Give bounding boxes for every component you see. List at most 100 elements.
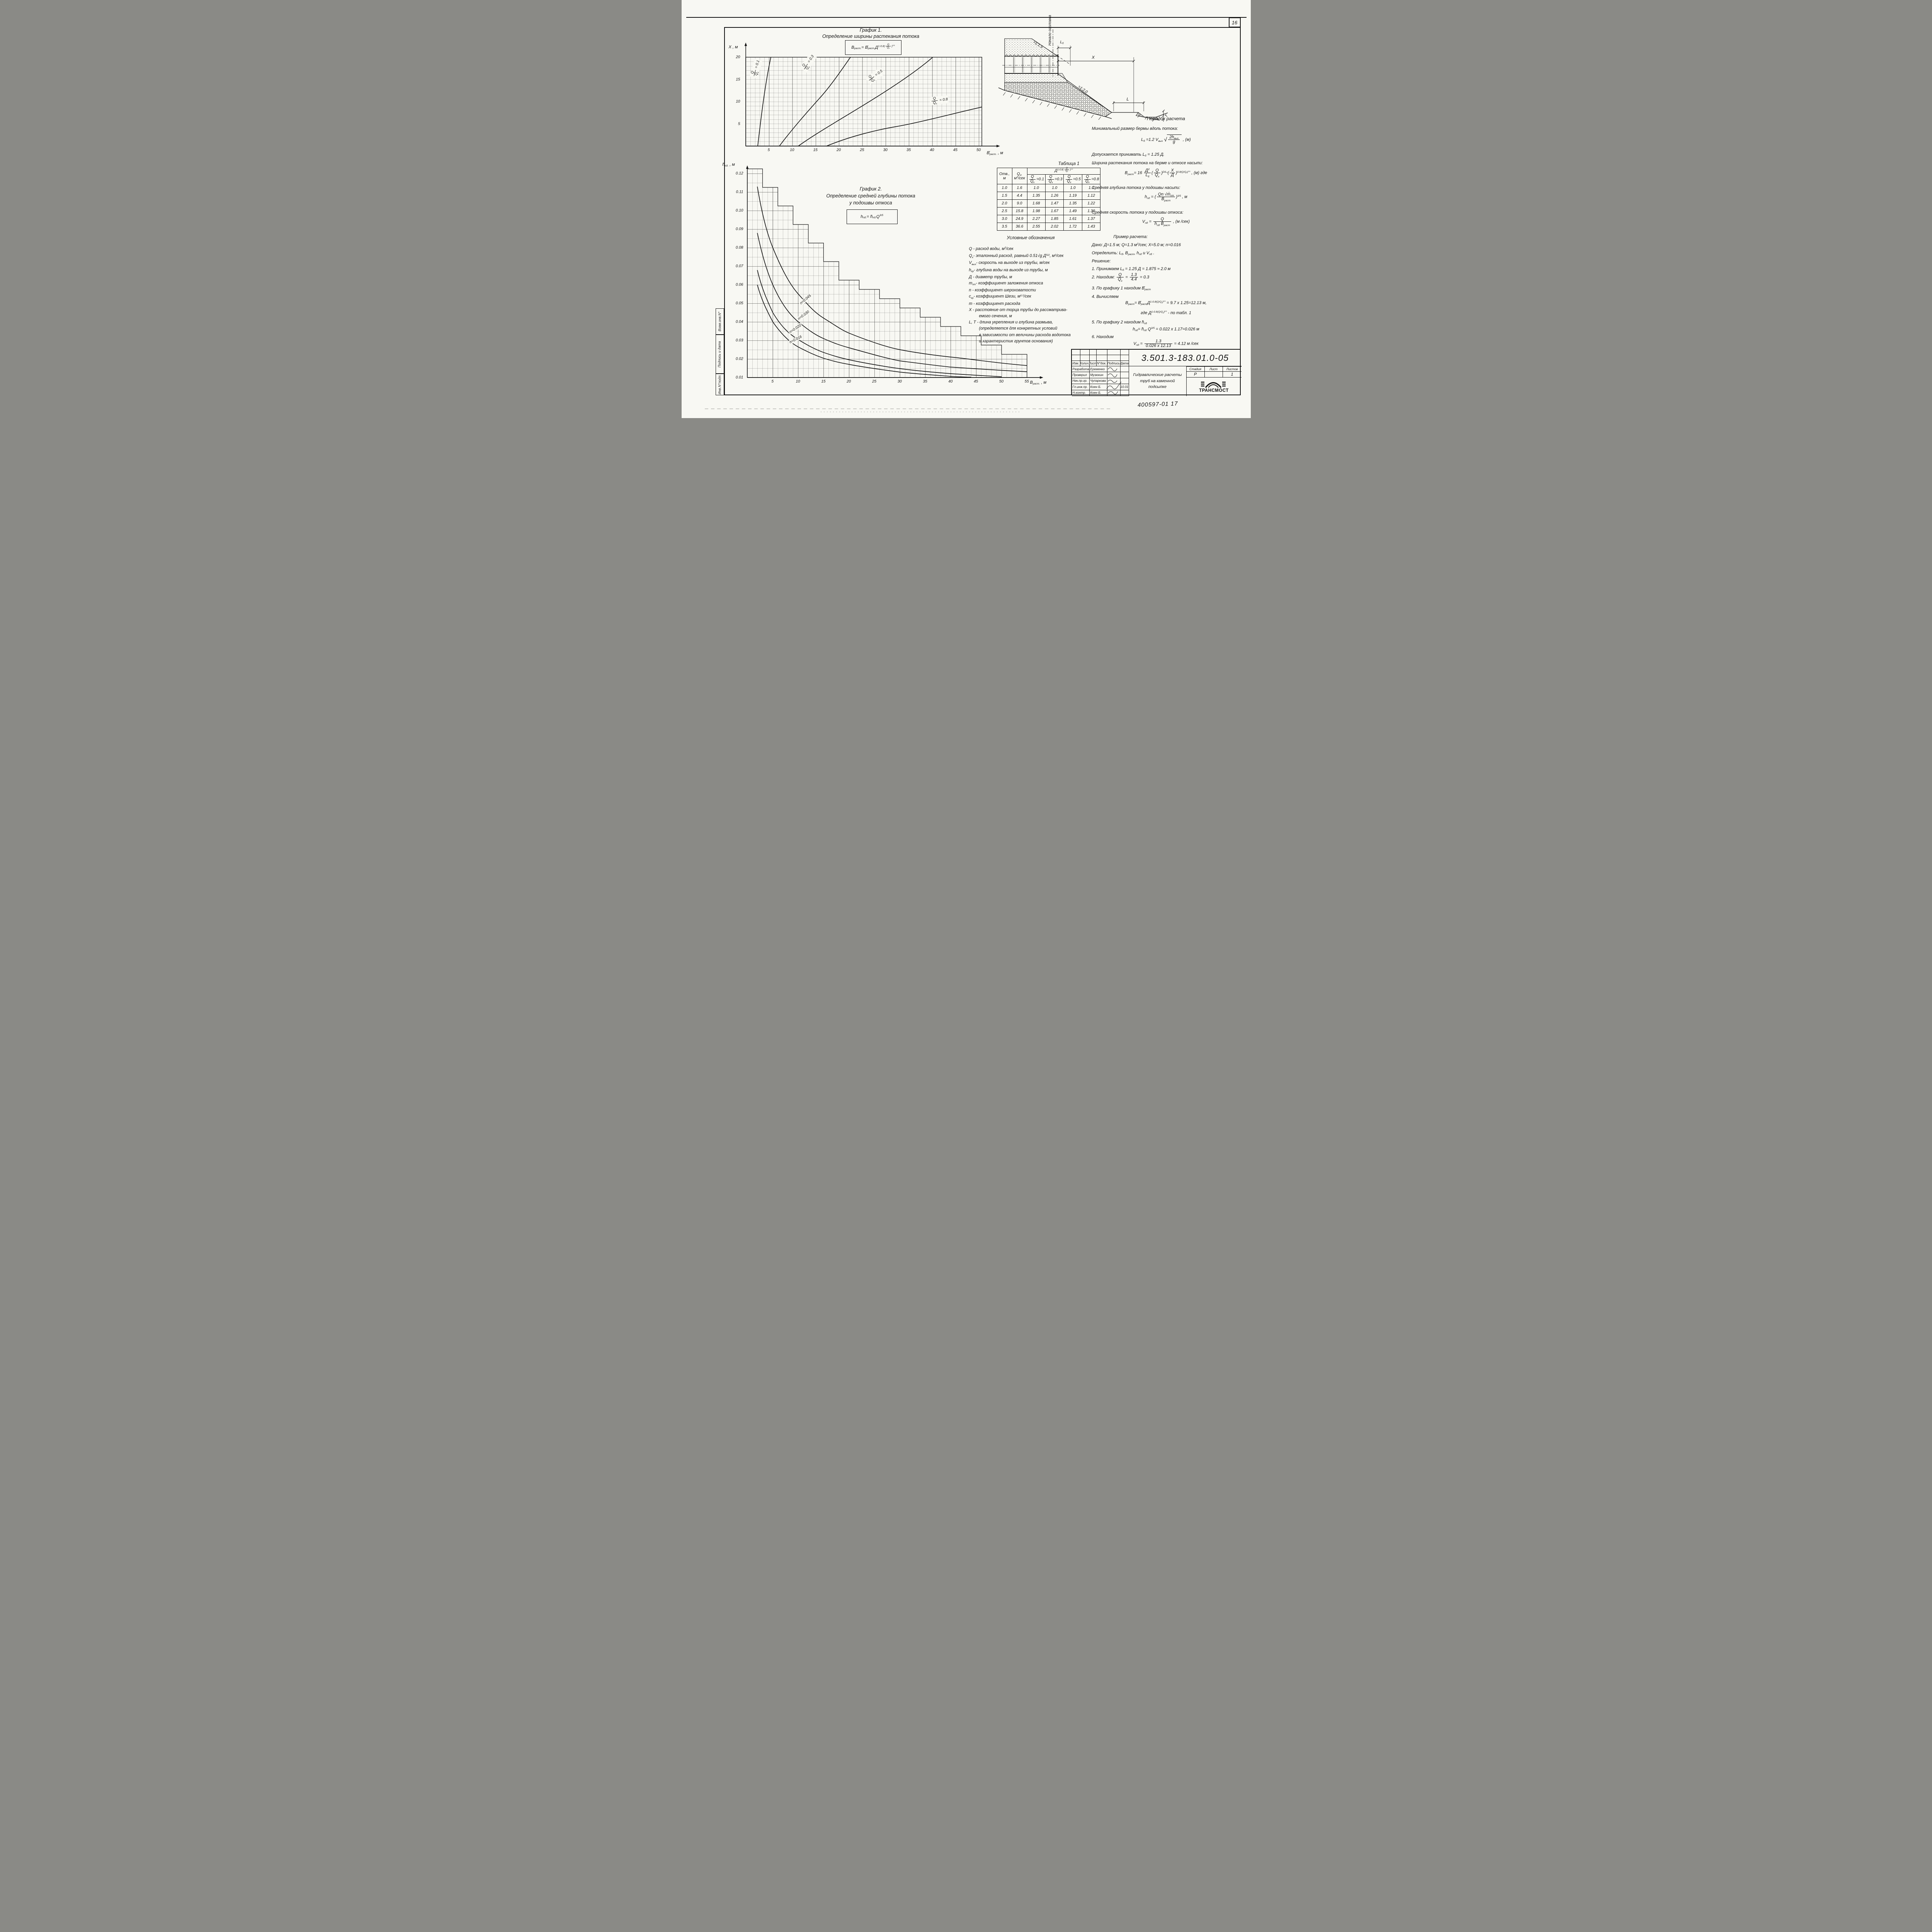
revision-empty-cell — [1096, 350, 1107, 355]
table1-cell: 1.49 — [1063, 207, 1082, 215]
revision-header-cell: Изм. — [1071, 361, 1080, 366]
drawing-sheet: 16 График 1. Определение ширины растекан… — [681, 0, 1251, 418]
graph2-x-axis-label: Враст. , м — [1030, 380, 1047, 386]
stage-value: Р — [1186, 372, 1205, 378]
graph2-curves — [757, 186, 1027, 378]
table1-cell: 2.02 — [1045, 223, 1064, 231]
revision-empty-cell — [1107, 355, 1121, 361]
legend-item: Vвых- скорость на выходе из трубы, м/сек — [969, 260, 1050, 266]
table1-cell: 2.5 — [997, 207, 1012, 215]
graph1-x-axis-label: В̄раст. , м — [986, 151, 1003, 156]
document-number: 3.501.3-183.01.0-05 — [1129, 350, 1242, 366]
graph2-y-tick: 0.03 — [736, 338, 743, 343]
graph2-x-tick: 25 — [872, 379, 877, 384]
procedure-block: Пример расчета: — [1113, 235, 1148, 239]
legend-item: m - коэффициент расхода — [969, 301, 1020, 306]
table1: Отв., м Qк, м3/сек Д1-0.8(Q Qк)0.5 Q Qк =0.1 … — [997, 167, 1101, 231]
graph2-title-line3: у подошвы откоса — [849, 200, 892, 206]
graph1-x-tick: 5 — [767, 148, 770, 152]
section-dim-lb: Lб — [1060, 40, 1064, 45]
legend-item: емого сечения, м — [979, 314, 1012, 319]
sign-signature-cell — [1107, 384, 1121, 390]
sign-name-cell: Коен Б. — [1089, 390, 1107, 396]
sign-date-cell — [1120, 366, 1129, 372]
table1-cell: 1.47 — [1045, 199, 1064, 207]
procedure-block: Ширина растекания потока на берме и отко… — [1092, 161, 1203, 165]
graph2-y-tick: 0.08 — [736, 245, 743, 250]
graph1-x-tick: 35 — [906, 148, 911, 152]
table1-cell: 1.5 — [997, 192, 1012, 200]
procedure-block: Vпд = 1.3 0.026 x 12.13 = 4.12 м /сек — [1133, 339, 1199, 349]
procedure-block: Средняя скорость потока у подошвы откоса… — [1092, 210, 1184, 215]
table1-caption: Таблица 1 — [1058, 162, 1080, 166]
graph1-y-tick: 20 — [736, 55, 740, 60]
graph1-curves — [757, 57, 982, 146]
table1-cell: 1.26 — [1045, 192, 1064, 200]
table1-row: 1.0 1.6 1.0 1.0 1.0 1.0 — [997, 184, 1101, 192]
revision-header-cell: Подпись — [1107, 361, 1121, 366]
procedure-block: Допускается принимать Lб = 1.25 Д. — [1092, 152, 1165, 158]
table1-subhead: Q Qк =0.3 — [1045, 174, 1064, 184]
sheet-value — [1204, 372, 1223, 378]
table1-row: 3.0 24.9 2.27 1.85 1.61 1.37 — [997, 215, 1101, 223]
sign-date-cell — [1120, 372, 1129, 378]
graph2-y-tick: 0.05 — [736, 301, 743, 306]
sign-signature-cell — [1107, 366, 1121, 372]
graph2-y-tick: 0.11 — [736, 190, 743, 194]
legend-item: в зависимости от величины расхода водото… — [979, 332, 1071, 337]
procedure-block: где Д1-0.8(Q/Qк)0.5 - по табл. 1 — [1141, 310, 1191, 315]
legend-item: hкр- глубина воды на выходе из трубы, м — [969, 267, 1048, 273]
graph2-y-tick: 0.02 — [736, 357, 743, 361]
table1-cell: 3.5 — [997, 223, 1012, 231]
stage-header: Стадия — [1186, 366, 1205, 372]
sign-role-cell: Разработал — [1071, 366, 1090, 372]
revision-empty-cell — [1089, 350, 1097, 355]
procedure-block: 1. Принимаем Lб = 1.25 Д = 1.875 ≈ 2.0 м — [1092, 267, 1171, 272]
sign-date-cell — [1120, 378, 1129, 384]
procedure-block: 6. Находим — [1092, 335, 1114, 339]
legend-item: L, T - длина укрепления и глубина размыв… — [969, 320, 1053, 325]
drawing-title-line: Гидравлические расчеты — [1133, 372, 1182, 377]
table1-cell: 1.35 — [1063, 199, 1082, 207]
legend-item: и характеристик грунтов основания) — [979, 338, 1053, 344]
signatures — [1106, 367, 1121, 395]
table1-subhead: Q Qк =0.8 — [1082, 174, 1101, 184]
sheet-number-box: 16 — [1228, 17, 1241, 27]
revision-empty-cell — [1089, 355, 1097, 361]
graph2-x-tick: 55 — [1024, 379, 1029, 384]
revision-empty-cell — [1096, 355, 1107, 361]
legend-item: скр- коэффициент Шези, м0.5/сек — [969, 294, 1031, 299]
graph1-title-line1: График 1. — [859, 27, 882, 33]
revision-header-cell: Лист — [1089, 361, 1097, 366]
sign-name-cell: Коен Б. — [1089, 384, 1107, 390]
procedure-block: Определить: Lб, Враст, hпд и Vпд . — [1092, 251, 1155, 256]
procedure-block: 2. Находим: Q Qк = 1.3 4.4 = 0.3 — [1092, 272, 1150, 282]
legend-item: Q - расход воды, м3/сек — [969, 247, 1014, 251]
sidebar-label: Инв.N°подл. — [718, 374, 722, 395]
procedure-block: hпд= h̄пд Q3/5 = 0.022 x 1.17=0.026 м — [1133, 327, 1199, 332]
section-start-label: Начало оголовка — [1048, 15, 1052, 46]
table1-cell: 2.0 — [997, 199, 1012, 207]
table1-cell: 15.8 — [1012, 207, 1027, 215]
graph1-x-tick: 10 — [790, 148, 794, 152]
graph2-x-tick: 15 — [821, 379, 826, 384]
revision-empty-cell — [1107, 350, 1121, 355]
procedure-block: hпд = (Qn √m̄от Враст)3/5 , м — [1145, 192, 1187, 202]
drawing-title: Гидравлические расчеты труб на каменной … — [1129, 366, 1187, 396]
table1-cell: 1.19 — [1063, 192, 1082, 200]
table1-cell: 2.55 — [1027, 223, 1046, 231]
graph2-title-line1: График 2. — [859, 186, 882, 192]
stage-header: Лист — [1204, 366, 1223, 372]
graph2-y-tick: 0.09 — [736, 227, 743, 231]
revision-empty-cell — [1120, 350, 1129, 355]
table1-head-span: Д1-0.8(Q Qк)0.5 — [1027, 167, 1101, 175]
graph1-y-tick: 10 — [736, 99, 740, 104]
sign-name-cell: Чупаркова — [1089, 378, 1107, 384]
procedure-block: 3. По графику 1 находим В̄раст — [1092, 286, 1151, 291]
graph1-title-line2: Определение ширины растекания потока — [822, 34, 920, 39]
revision-header-cell: Дата — [1120, 361, 1129, 366]
cross-section-sketch — [998, 29, 1168, 122]
table1-cell: 9.0 — [1012, 199, 1027, 207]
